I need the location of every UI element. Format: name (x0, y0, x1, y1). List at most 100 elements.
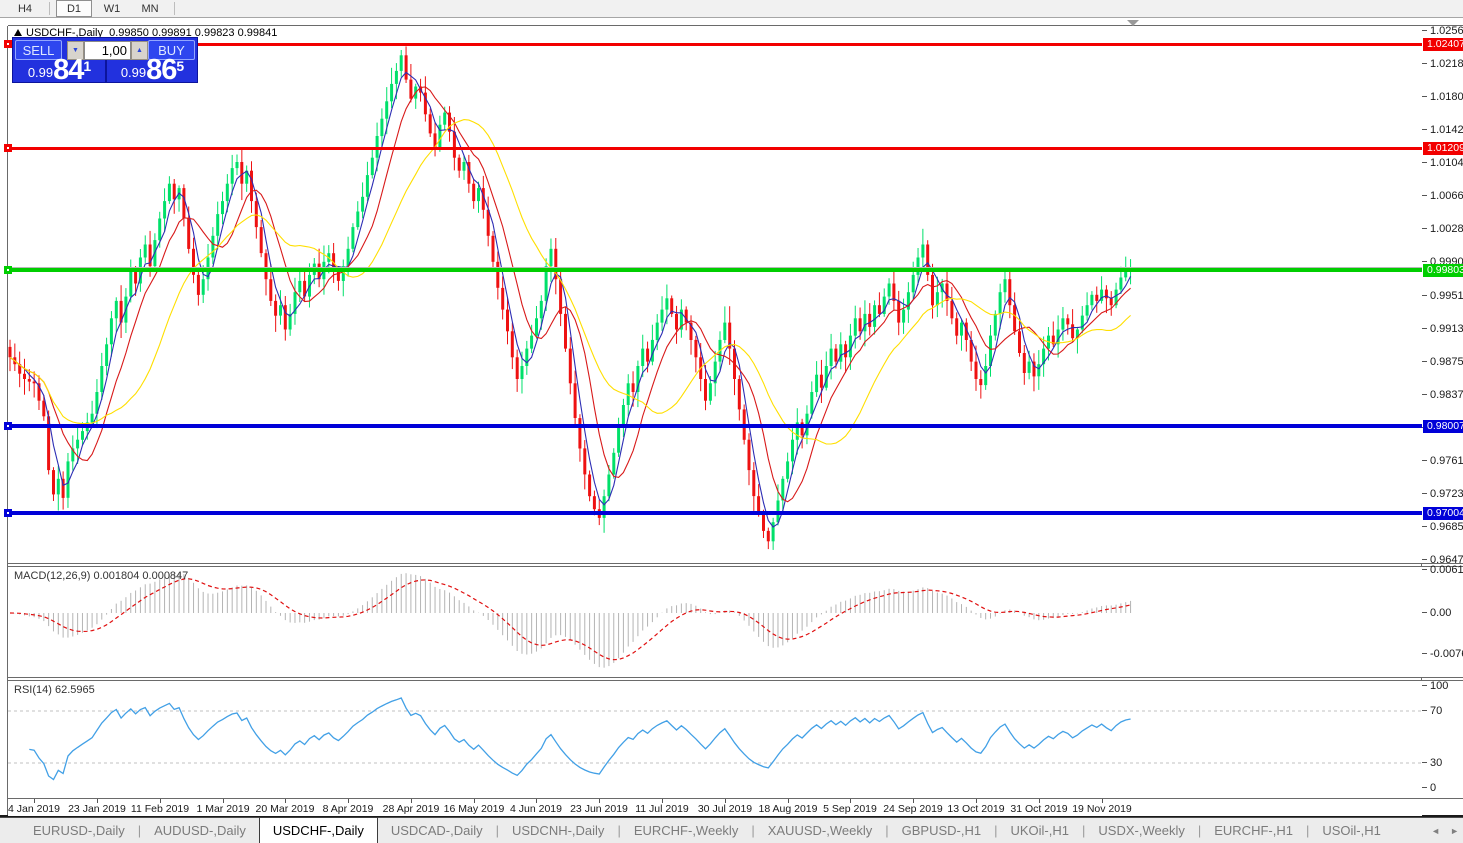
horizontal-line-1.02407[interactable] (8, 43, 1422, 46)
tab-separator: | (1082, 823, 1086, 838)
timeframe-button-h4[interactable]: H4 (17, 2, 33, 15)
rsi-line (29, 697, 1131, 781)
chart-tab-usdcnh-daily[interactable]: USDCNH-,Daily (511, 823, 605, 838)
rsi-bottom-border (8, 798, 1463, 799)
tick-mark (1422, 493, 1427, 494)
timeframe-button-d1[interactable]: D1 (56, 0, 92, 17)
date-tick (599, 799, 600, 803)
chart-tab-eurchf-h1[interactable]: EURCHF-,H1 (1214, 823, 1293, 838)
tab-separator: | (137, 823, 142, 838)
horizontal-line-0.98007[interactable] (8, 424, 1422, 428)
current-price-line (8, 267, 1422, 268)
price-tick-label: 1.02560 (1430, 25, 1463, 37)
rsi-axis-tick: 100 (1422, 680, 1463, 692)
date-label: 18 Aug 2019 (758, 803, 818, 815)
horizontal-line-0.99803[interactable] (8, 268, 1422, 272)
chart-tab-xauusd-weekly[interactable]: XAUUSD-,Weekly (767, 823, 873, 838)
chart-tab-audusd-daily[interactable]: AUDUSD-,Daily (154, 823, 246, 838)
chart-tab-usdx-weekly[interactable]: USDX-,Weekly (1098, 823, 1185, 838)
date-tick (97, 799, 98, 803)
volume-increase-button[interactable]: ▲ (131, 41, 148, 60)
chart-tab-gbpusd-h1[interactable]: GBPUSD-,H1 (901, 823, 982, 838)
tick-mark (1422, 195, 1427, 196)
line-handle-0.98007[interactable] (4, 422, 12, 430)
ohlc-high: 0.99891 (151, 27, 192, 39)
ma-medium-line (9, 86, 1131, 503)
line-handle-0.99803[interactable] (4, 266, 12, 274)
line-handle-1.02407[interactable] (4, 40, 12, 48)
window-left-border (7, 26, 8, 815)
line-handle-0.97004[interactable] (4, 509, 12, 517)
splitter-main-macd[interactable] (8, 563, 1463, 564)
rsi-pane[interactable]: RSI(14) 62.5965 (8, 681, 1422, 798)
date-tick (411, 799, 412, 803)
date-label: 28 Apr 2019 (382, 803, 440, 815)
macd-tick-label: 0.00613 (1430, 564, 1463, 576)
tab-scroll-left-icon[interactable]: ◄ (1431, 826, 1441, 836)
macd-tick-label: 0.00 (1430, 607, 1452, 619)
buy-price[interactable]: 0.99 86 5 (108, 54, 197, 86)
date-label: 4 Jan 2019 (8, 803, 60, 815)
splitter-macd-rsi[interactable] (8, 677, 1463, 678)
horizontal-line-0.97004[interactable] (8, 511, 1422, 515)
tab-separator: | (617, 823, 621, 838)
date-label: 4 Jun 2019 (510, 803, 562, 815)
rsi-tick-label: 70 (1430, 705, 1443, 717)
chart-tab-eurusd-daily[interactable]: EURUSD-,Daily (33, 823, 125, 838)
date-tick (34, 799, 35, 803)
line-handle-1.01209[interactable] (4, 144, 12, 152)
tab-separator: | (885, 823, 889, 838)
tick-mark (1422, 328, 1427, 329)
chart-tab-ukoil-h1[interactable]: UKOil-,H1 (1010, 823, 1069, 838)
horizontal-line-1.01209[interactable] (8, 147, 1422, 150)
buy-price-big: 86 (146, 54, 177, 86)
sell-price-small: 0.99 (27, 65, 54, 80)
splitter-main-macd-2[interactable] (8, 566, 1463, 567)
chart-top-border (8, 25, 1463, 26)
tick-mark (1422, 228, 1427, 229)
timeframe-button-mn[interactable]: MN (141, 2, 159, 15)
main-chart-plot[interactable] (8, 26, 1422, 563)
price-tick: 1.01800 (1422, 91, 1463, 103)
chart-tab-usdchf-daily[interactable]: USDCHF-,Daily (258, 817, 378, 843)
date-label: 19 Nov 2019 (1072, 803, 1132, 815)
ohlc-open: 0.99850 (109, 27, 149, 39)
tab-scroll-right-icon[interactable]: ► (1450, 826, 1459, 836)
splitter-macd-rsi-2[interactable] (8, 680, 1463, 681)
date-label: 31 Oct 2019 (1010, 803, 1068, 815)
macd-tick-label: -0.00761 (1430, 648, 1463, 660)
tick-mark (1422, 295, 1427, 296)
date-label: 16 May 2019 (443, 803, 505, 815)
rsi-axis-tick: 70 (1422, 705, 1463, 717)
chart-tab-bar: EURUSD-,Daily | AUDUSD-,Daily USDCHF-,Daily… (0, 817, 1463, 843)
date-tick (976, 799, 977, 803)
date-tick (474, 799, 475, 803)
macd-pane[interactable]: MACD(12,26,9) 0.001804 0.000847 (8, 567, 1422, 677)
price-tick: 1.00660 (1422, 190, 1463, 202)
sell-price[interactable]: 0.99 84 1 (15, 56, 104, 85)
date-label: 11 Jul 2019 (635, 803, 689, 815)
chart-tab-usdcad-daily[interactable]: USDCAD-,Daily (390, 823, 483, 838)
tick-mark (1422, 162, 1427, 163)
chart-tab-usoil-h1[interactable]: USOil-,H1 (1322, 823, 1381, 838)
buy-button[interactable]: BUY (148, 40, 195, 60)
timeframe-button-w1[interactable]: W1 (103, 2, 121, 15)
chart-title: USDCHF-,Daily 0.99850 0.99891 0.99823 0.… (14, 27, 277, 39)
sell-button[interactable]: SELL (15, 40, 62, 60)
date-tick (913, 799, 914, 803)
volume-decrease-button[interactable]: ▼ (67, 41, 84, 60)
date-label: 30 Jul 2019 (697, 803, 753, 815)
chart-symbol: USDCHF-,Daily (26, 27, 103, 39)
volume-input[interactable] (84, 41, 131, 60)
date-tick (536, 799, 537, 803)
macd-axis-tick: -0.00761 (1422, 648, 1463, 660)
chart-tab-eurchf-weekly[interactable]: EURCHF-,Weekly (633, 823, 739, 838)
symbol-marker-icon (14, 29, 22, 36)
